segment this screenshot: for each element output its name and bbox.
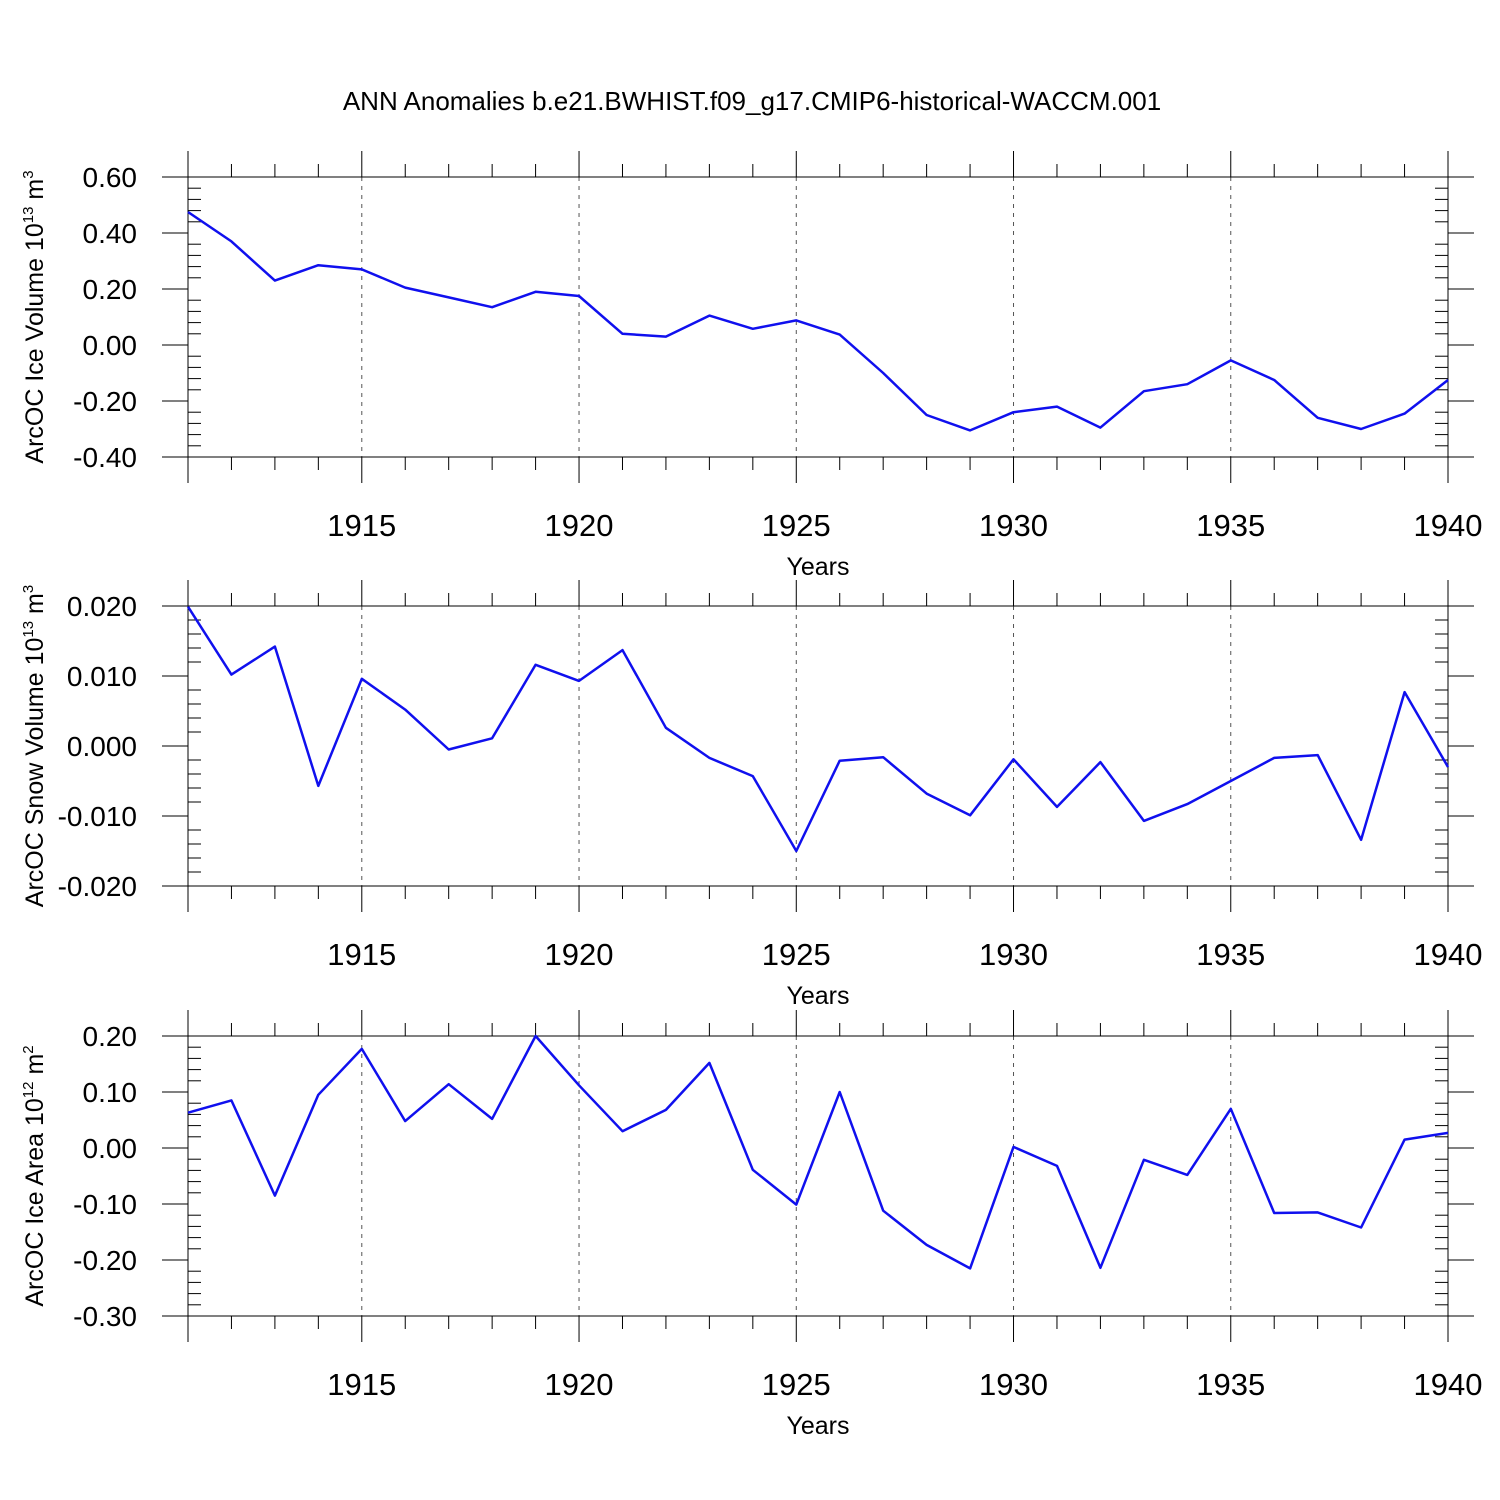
y-tick-label: 0.20 bbox=[83, 1021, 138, 1052]
x-tick-label: 1935 bbox=[1196, 1367, 1265, 1402]
y-tick-label: -0.30 bbox=[73, 1301, 137, 1332]
figure-title: ANN Anomalies b.e21.BWHIST.f09_g17.CMIP6… bbox=[343, 86, 1161, 116]
x-axis-label: Years bbox=[786, 1412, 849, 1440]
y-axis-label: ArcOC Snow Volume 1013 m3 bbox=[20, 585, 49, 907]
y-axis-label-text: ArcOC Ice Volume 10 bbox=[21, 223, 49, 463]
y-axis-label-superscript: 12 bbox=[20, 1082, 37, 1099]
y-axis-label-text: m bbox=[21, 179, 49, 207]
y-tick-label: -0.020 bbox=[58, 871, 137, 902]
x-tick-label: 1925 bbox=[762, 508, 831, 543]
x-tick-label: 1930 bbox=[979, 508, 1048, 543]
y-axis-label-text: m bbox=[21, 593, 49, 621]
x-tick-label: 1915 bbox=[327, 508, 396, 543]
x-tick-label: 1920 bbox=[545, 1367, 614, 1402]
panel-2: -0.020 -0.010 0.000 0.010 0.020 1915 1920 1925 1… bbox=[20, 580, 1482, 1010]
x-tick-label: 1915 bbox=[327, 937, 396, 972]
y-tick-label: 0.020 bbox=[67, 591, 137, 622]
y-axis-label-superscript: 13 bbox=[20, 621, 37, 638]
x-tick-label: 1930 bbox=[979, 1367, 1048, 1402]
panels: -0.40 -0.20 0.00 0.20 0.40 0.60 1915 1920 1925 19… bbox=[20, 151, 1482, 1440]
y-axis-label-text: m bbox=[21, 1054, 49, 1082]
x-axis-label: Years bbox=[786, 553, 849, 581]
x-axis-label: Years bbox=[786, 982, 849, 1010]
x-tick-label: 1925 bbox=[762, 1367, 831, 1402]
y-axis-label-superscript: 3 bbox=[20, 170, 37, 178]
y-axis-label-text: ArcOC Snow Volume 10 bbox=[21, 638, 49, 908]
x-tick-label: 1940 bbox=[1414, 508, 1483, 543]
panel-3: -0.30 -0.20 -0.10 0.00 0.10 0.20 1915 1920 1925 1… bbox=[20, 1010, 1482, 1440]
x-tick-label: 1915 bbox=[327, 1367, 396, 1402]
y-tick-label: 0.20 bbox=[83, 274, 138, 305]
y-tick-label: -0.20 bbox=[73, 386, 137, 417]
x-tick-label: 1925 bbox=[762, 937, 831, 972]
y-tick-label: 0.10 bbox=[83, 1077, 138, 1108]
y-tick-label: 0.60 bbox=[83, 162, 138, 193]
series-line bbox=[186, 606, 1450, 853]
series-line bbox=[187, 210, 1449, 432]
y-tick-label: 0.00 bbox=[83, 1133, 138, 1164]
y-axis-label: ArcOC Ice Area 1012 m2 bbox=[20, 1045, 49, 1306]
y-tick-label: 0.00 bbox=[83, 330, 138, 361]
y-axis-label-superscript: 2 bbox=[20, 1045, 37, 1053]
y-tick-label: -0.010 bbox=[58, 801, 137, 832]
x-tick-label: 1920 bbox=[545, 937, 614, 972]
x-tick-label: 1920 bbox=[545, 508, 614, 543]
y-tick-label: 0.010 bbox=[67, 661, 137, 692]
y-axis-label: ArcOC Ice Volume 1013 m3 bbox=[20, 170, 49, 463]
x-tick-label: 1935 bbox=[1196, 937, 1265, 972]
y-axis-label-superscript: 13 bbox=[20, 207, 37, 224]
series-line bbox=[187, 1034, 1449, 1270]
panel-1: -0.40 -0.20 0.00 0.20 0.40 0.60 1915 1920 1925 19… bbox=[20, 151, 1482, 581]
y-tick-label: -0.20 bbox=[73, 1245, 137, 1276]
y-tick-label: 0.40 bbox=[83, 218, 138, 249]
y-tick-label: -0.40 bbox=[73, 442, 137, 473]
y-axis-label-superscript: 3 bbox=[20, 585, 37, 593]
y-tick-label: -0.10 bbox=[73, 1189, 137, 1220]
y-tick-label: 0.000 bbox=[67, 731, 137, 762]
x-tick-label: 1940 bbox=[1414, 937, 1483, 972]
y-axis-label-text: ArcOC Ice Area 10 bbox=[21, 1098, 49, 1306]
x-tick-label: 1940 bbox=[1414, 1367, 1483, 1402]
x-tick-label: 1935 bbox=[1196, 508, 1265, 543]
x-tick-label: 1930 bbox=[979, 937, 1048, 972]
